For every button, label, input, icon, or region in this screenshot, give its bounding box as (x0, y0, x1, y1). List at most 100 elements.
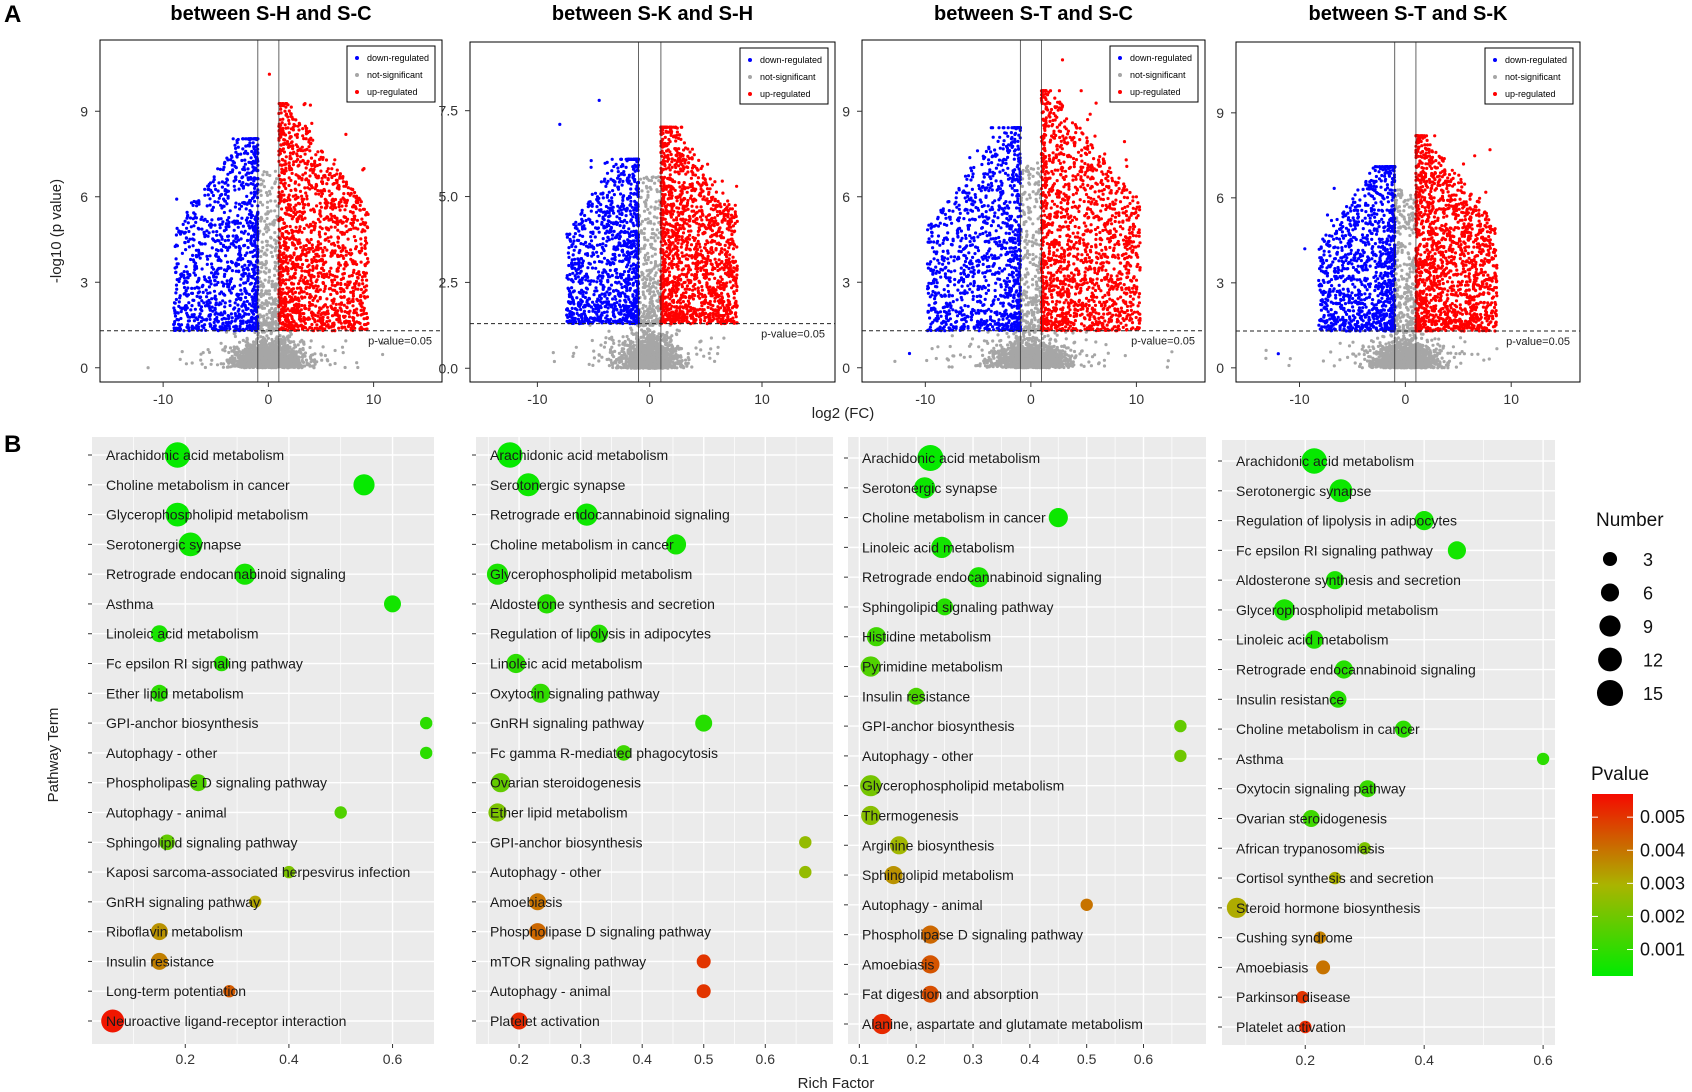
volcano-point (267, 280, 271, 284)
volcano-point (291, 163, 295, 167)
volcano-point (281, 347, 285, 351)
volcano-point (203, 365, 207, 370)
volcano-point (246, 259, 250, 264)
volcano-point (261, 173, 265, 177)
volcano-point (299, 148, 303, 153)
volcano-point (320, 258, 325, 262)
volcano-point (236, 303, 240, 307)
volcano-point (186, 319, 190, 323)
volcano-point (210, 297, 214, 301)
volcano-point (363, 244, 367, 248)
volcano-point (207, 285, 211, 289)
volcano-point (199, 305, 204, 309)
volcano-point (292, 251, 296, 255)
volcano-point (273, 209, 277, 213)
volcano-point (328, 272, 332, 277)
volcano-point (327, 227, 331, 231)
volcano-point (343, 314, 347, 318)
volcano-point (243, 168, 247, 172)
volcano-point (235, 235, 239, 239)
volcano-point (245, 327, 249, 331)
volcano-point (210, 218, 214, 222)
volcano-point (330, 314, 335, 318)
volcano-point (273, 273, 277, 277)
volcano-point (178, 357, 182, 361)
volcano-point (215, 230, 219, 234)
volcano-point (340, 232, 344, 236)
volcano-point (284, 257, 288, 262)
volcano-point (300, 217, 304, 221)
volcano-point (216, 272, 220, 276)
volcano-title: between S-K and S-H (552, 3, 753, 25)
volcano-point (333, 361, 337, 366)
volcano-point (284, 169, 288, 173)
volcano-point (352, 235, 356, 239)
volcano-point (177, 322, 181, 326)
volcano-point (191, 244, 195, 248)
volcano-point (364, 236, 368, 240)
volcano-point (262, 170, 266, 174)
volcano-point (344, 132, 348, 136)
volcano-point (296, 157, 300, 162)
volcano-point (307, 316, 311, 320)
volcano-point (225, 178, 229, 182)
volcano-point (298, 364, 302, 369)
volcano-point (174, 297, 178, 302)
volcano-point (241, 181, 245, 185)
volcano-point (361, 282, 365, 286)
volcano-point (185, 276, 190, 280)
volcano-point (274, 264, 278, 268)
volcano-point (194, 216, 198, 220)
volcano-point (298, 314, 302, 318)
volcano-point (213, 279, 217, 283)
volcano-point (266, 355, 270, 359)
volcano-point (341, 175, 345, 179)
volcano-point (184, 248, 188, 252)
volcano-point (301, 211, 305, 216)
volcano-point (552, 359, 557, 364)
volcano-point (360, 301, 364, 305)
volcano-point (600, 355, 604, 359)
volcano-point (262, 320, 266, 324)
volcano-point (293, 355, 297, 359)
volcano-point (320, 192, 324, 196)
volcano-point (311, 264, 315, 268)
volcano-point (342, 192, 346, 196)
volcano-point (282, 269, 286, 273)
volcano-point (277, 241, 281, 245)
volcano-point (309, 229, 313, 233)
volcano-point (292, 303, 297, 307)
volcano-point (359, 313, 363, 317)
volcano-point (231, 364, 235, 368)
volcano-point (262, 185, 266, 189)
volcano-point (211, 230, 215, 234)
volcano-point (227, 314, 231, 318)
volcano-point (229, 277, 234, 281)
volcano-point (228, 303, 232, 308)
volcano-point (312, 255, 316, 260)
volcano-point (316, 217, 320, 221)
volcano-point (179, 273, 183, 277)
volcano-point (320, 311, 324, 315)
volcano-point (216, 167, 220, 171)
volcano-point (264, 259, 268, 263)
volcano-point (236, 347, 240, 351)
volcano-point (253, 186, 257, 190)
volcano-point (327, 239, 331, 243)
volcano-point (341, 351, 345, 355)
volcano-point (259, 219, 263, 223)
volcano-point (323, 232, 327, 236)
volcano-point (273, 260, 277, 264)
volcano-point (330, 204, 334, 208)
volcano-point (232, 284, 236, 288)
volcano-point (347, 315, 352, 319)
volcano-point (298, 189, 303, 193)
volcano-point (319, 155, 323, 159)
volcano-point (174, 243, 178, 247)
volcano-point (218, 194, 222, 198)
volcano-legend-label: down-regulated (367, 53, 429, 63)
volcano-point (311, 268, 315, 272)
volcano-point (264, 239, 268, 243)
volcano-point (179, 316, 183, 321)
volcano-point (251, 351, 255, 356)
